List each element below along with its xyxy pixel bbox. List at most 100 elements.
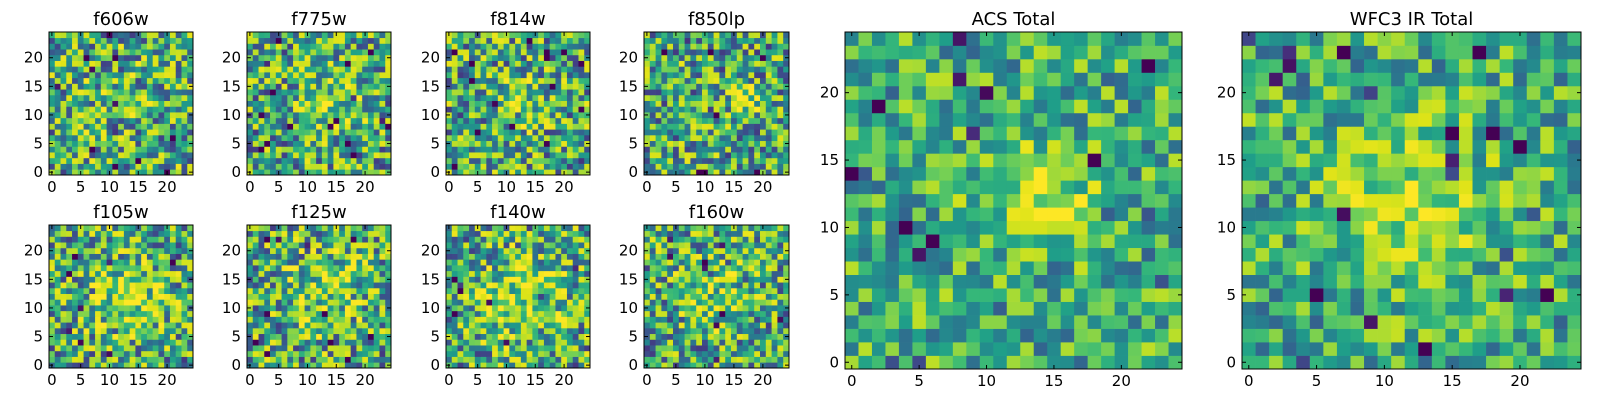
heatmap-cell — [77, 316, 84, 323]
heatmap-cell — [373, 140, 380, 147]
heatmap-cell — [713, 32, 720, 39]
heatmap-cell — [327, 72, 334, 79]
heatmap-cell — [83, 77, 90, 84]
heatmap-cell — [696, 49, 703, 56]
heatmap-cell — [100, 83, 107, 90]
heatmap-cell — [350, 339, 357, 346]
y-tick-label: 15 — [222, 270, 241, 288]
heatmap-cell — [667, 77, 674, 84]
heatmap-cell — [678, 37, 685, 44]
heatmap-cell — [385, 32, 392, 39]
heatmap-cell — [742, 37, 749, 44]
heatmap-cell — [543, 157, 551, 164]
heatmap-cell — [293, 89, 300, 96]
heatmap-cell — [690, 287, 697, 294]
heatmap-cell — [339, 152, 346, 159]
heatmap-cell — [164, 287, 171, 294]
heatmap-cell — [566, 72, 574, 79]
heatmap-cell — [362, 265, 369, 272]
heatmap-cell — [765, 333, 772, 340]
heatmap-cell — [667, 299, 674, 306]
heatmap-cell — [310, 54, 317, 61]
heatmap-cell — [118, 112, 125, 119]
heatmap-cell — [175, 265, 182, 272]
heatmap-cell — [673, 276, 680, 283]
heatmap-cell — [538, 305, 545, 312]
heatmap-cell — [702, 293, 709, 300]
heatmap-cell — [451, 100, 458, 107]
heatmap-cell — [526, 123, 533, 130]
heatmap-cell — [492, 66, 499, 73]
heatmap-cell — [66, 350, 73, 357]
heatmap-cell — [175, 345, 182, 352]
heatmap-cell — [549, 89, 556, 96]
heatmap-cell — [304, 276, 311, 283]
heatmap-cell — [316, 333, 323, 340]
heatmap-cell — [673, 299, 680, 306]
heatmap-cell — [578, 146, 585, 153]
heatmap-cell — [49, 282, 56, 289]
heatmap-cell — [649, 310, 656, 317]
heatmap-cell — [561, 72, 568, 79]
heatmap-cell — [287, 112, 294, 119]
heatmap-cell — [690, 322, 697, 329]
heatmap-cell — [304, 117, 311, 124]
heatmap-cell — [135, 72, 142, 79]
heatmap-cell — [77, 112, 84, 119]
heatmap-cell — [690, 94, 697, 101]
heatmap-cell — [515, 117, 522, 124]
heatmap-cell — [252, 362, 259, 369]
heatmap-cell — [181, 129, 188, 136]
heatmap-cell — [77, 327, 84, 335]
heatmap-cell — [281, 327, 288, 335]
heatmap-cell — [123, 247, 130, 254]
heatmap-cell — [247, 265, 254, 272]
heatmap-cell — [54, 276, 61, 283]
heatmap-cell — [54, 106, 61, 113]
heatmap-cell — [713, 287, 720, 294]
heatmap-cell — [66, 265, 73, 272]
heatmap-cell — [549, 230, 556, 237]
heatmap-cell — [690, 293, 697, 300]
heatmap-cell — [463, 169, 470, 176]
heatmap-cell — [72, 310, 79, 317]
heatmap-cell — [321, 259, 328, 266]
heatmap-cell — [457, 146, 464, 153]
heatmap-cell — [771, 140, 778, 147]
heatmap-cell — [446, 345, 453, 352]
heatmap-cell — [760, 316, 767, 323]
heatmap-cell — [765, 163, 772, 170]
heatmap-cell — [771, 339, 778, 346]
heatmap-cell — [649, 106, 656, 113]
heatmap-cell — [264, 362, 271, 369]
heatmap-cell — [667, 157, 674, 164]
heatmap-cell — [492, 37, 499, 44]
heatmap-cell — [486, 157, 493, 164]
heatmap-cell — [175, 253, 182, 260]
heatmap-cell — [135, 106, 142, 113]
heatmap-cell — [367, 169, 375, 176]
heatmap-cell — [690, 299, 697, 306]
heatmap-cell — [783, 163, 790, 170]
heatmap-cell — [561, 356, 568, 363]
heatmap-cell — [54, 49, 61, 56]
heatmap-cell — [572, 316, 579, 323]
heatmap-cell — [731, 327, 738, 335]
heatmap-cell — [515, 112, 522, 119]
heatmap-cell — [543, 287, 551, 294]
heatmap-cell — [356, 287, 363, 294]
heatmap-cell — [526, 72, 533, 79]
heatmap-cell — [469, 89, 476, 96]
heatmap-cell — [486, 259, 493, 266]
heatmap-cell — [566, 66, 574, 73]
heatmap-cell — [298, 287, 305, 294]
heatmap-cell — [469, 129, 476, 136]
heatmap-cell — [169, 32, 177, 39]
heatmap-cell — [538, 350, 545, 357]
heatmap-cell — [474, 236, 481, 243]
heatmap-cell — [60, 276, 67, 283]
heatmap-cell — [118, 270, 125, 277]
heatmap-cell — [748, 49, 755, 56]
heatmap-cell — [684, 157, 691, 164]
heatmap-cell — [690, 123, 697, 130]
